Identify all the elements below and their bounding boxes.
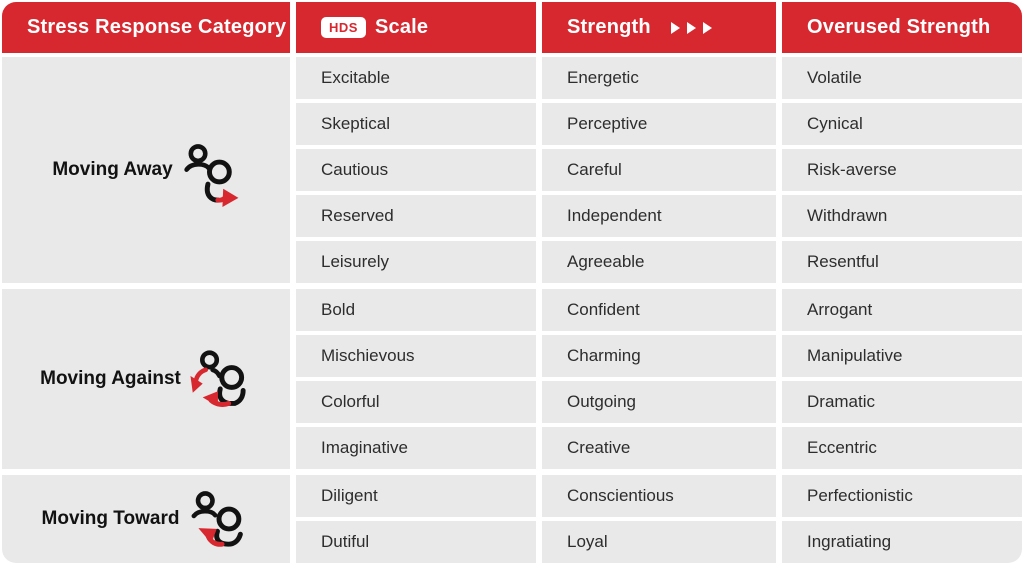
header-scale-label: Scale	[374, 16, 429, 38]
header-hds-scale: HDS Scale	[296, 2, 536, 53]
cell-strength: Independent	[542, 195, 776, 237]
two-people-arrow-away-icon	[184, 144, 239, 207]
cell-strength: Agreeable	[542, 241, 776, 283]
category-cell-moving-against: Moving Against	[2, 289, 290, 469]
cell-scale: Imaginative	[296, 427, 536, 469]
cell-overused: Volatile	[782, 57, 1022, 99]
category-label: Moving Toward	[41, 508, 180, 529]
cell-strength: Careful	[542, 149, 776, 191]
two-people-arrow-toward-icon	[191, 491, 244, 547]
cell-overused: Dramatic	[782, 381, 1022, 423]
cell-scale: Skeptical	[296, 103, 536, 145]
cell-scale: Colorful	[296, 381, 536, 423]
category-cell-moving-away: Moving Away	[2, 57, 290, 283]
section-moving-toward: Moving Toward Diligent Conscientious Per…	[2, 475, 1022, 563]
cell-strength: Outgoing	[542, 381, 776, 423]
cell-scale: Excitable	[296, 57, 536, 99]
header-stress-response-category: Stress Response Category	[2, 2, 290, 53]
cell-scale: Mischievous	[296, 335, 536, 377]
cell-scale: Reserved	[296, 195, 536, 237]
hds-scales-table: Stress Response Category HDS Scale Stren…	[2, 2, 1022, 563]
category-label: Moving Against	[40, 368, 181, 389]
cell-scale: Diligent	[296, 475, 536, 517]
section-moving-against: Moving Against Bold Confident Arrogant M…	[2, 289, 1022, 469]
cell-strength: Charming	[542, 335, 776, 377]
cell-strength: Creative	[542, 427, 776, 469]
cell-strength: Confident	[542, 289, 776, 331]
cell-strength: Energetic	[542, 57, 776, 99]
cell-overused: Manipulative	[782, 335, 1022, 377]
cell-overused: Arrogant	[782, 289, 1022, 331]
cell-overused: Eccentric	[782, 427, 1022, 469]
header-strength: Strength	[542, 2, 776, 53]
hds-logo-badge: HDS	[321, 17, 366, 38]
header-strength-label: Strength	[567, 16, 651, 38]
cell-scale: Bold	[296, 289, 536, 331]
cell-overused: Perfectionistic	[782, 475, 1022, 517]
table-header-row: Stress Response Category HDS Scale Stren…	[2, 2, 1022, 53]
cell-strength: Conscientious	[542, 475, 776, 517]
cell-overused: Ingratiating	[782, 521, 1022, 563]
two-people-arrows-clash-icon	[190, 350, 246, 407]
section-moving-away: Moving Away Excitable Energetic Volatile…	[2, 57, 1022, 283]
cell-overused: Cynical	[782, 103, 1022, 145]
cell-scale: Cautious	[296, 149, 536, 191]
category-label: Moving Away	[52, 159, 173, 180]
cell-strength: Perceptive	[542, 103, 776, 145]
cell-overused: Withdrawn	[782, 195, 1022, 237]
cell-scale: Leisurely	[296, 241, 536, 283]
cell-overused: Risk-averse	[782, 149, 1022, 191]
cell-scale: Dutiful	[296, 521, 536, 563]
cell-strength: Loyal	[542, 521, 776, 563]
triple-right-arrow-icon	[664, 21, 712, 34]
header-overused-strength: Overused Strength	[782, 2, 1022, 53]
cell-overused: Resentful	[782, 241, 1022, 283]
category-cell-moving-toward: Moving Toward	[2, 475, 290, 563]
